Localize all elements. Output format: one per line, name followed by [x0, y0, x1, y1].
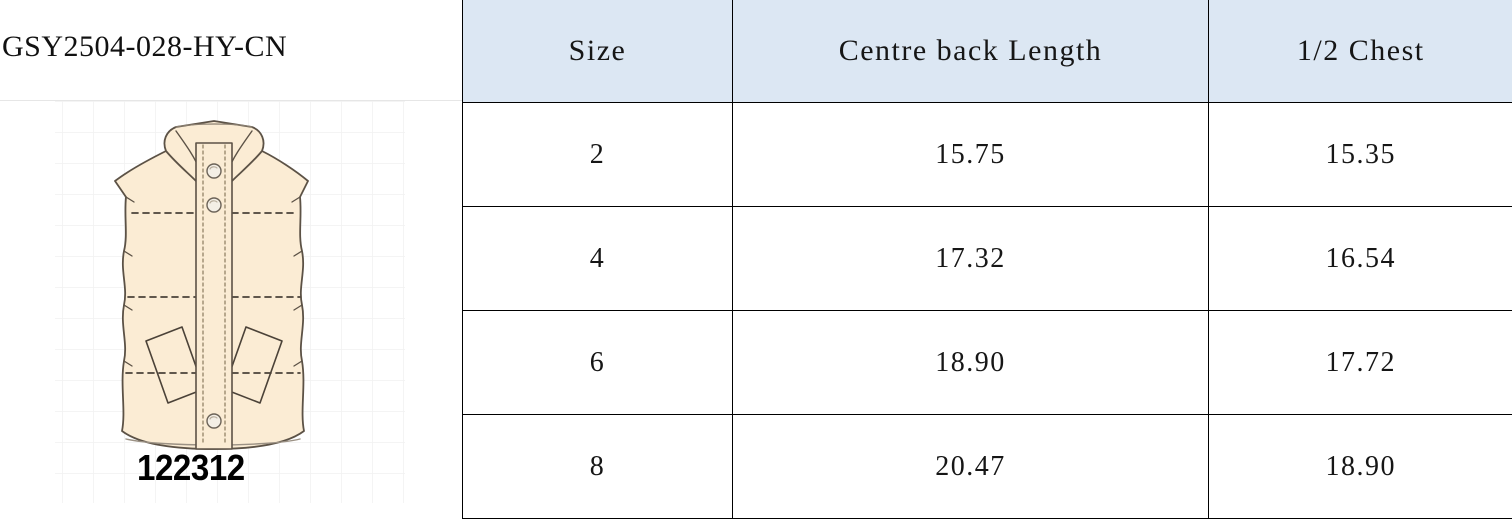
garment-preview-panel: GSY2504-028-HY-CN — [0, 0, 462, 503]
column-header-size: Size — [463, 0, 733, 103]
table-row: 2 15.75 15.35 — [463, 103, 1512, 207]
cell-size: 6 — [463, 311, 733, 415]
snap-button — [207, 414, 221, 428]
snap-button — [207, 198, 221, 212]
garment-sketch-area — [0, 101, 462, 503]
cell-size: 2 — [463, 103, 733, 207]
sku-number-label: 122312 — [137, 447, 245, 489]
spec-sheet-page: GSY2504-028-HY-CN — [0, 0, 1512, 503]
column-header-centre-back-length: Centre back Length — [733, 0, 1209, 103]
table-row: 4 17.32 16.54 — [463, 207, 1512, 311]
cell-half-chest: 15.35 — [1209, 103, 1512, 207]
style-code-label: GSY2504-028-HY-CN — [2, 30, 287, 64]
table-header-row: Size Centre back Length 1/2 Chest — [463, 0, 1512, 103]
table-row: 6 18.90 17.72 — [463, 311, 1512, 415]
snap-button — [207, 164, 221, 178]
cell-size: 4 — [463, 207, 733, 311]
cell-centre-back-length: 18.90 — [733, 311, 1209, 415]
cell-half-chest: 16.54 — [1209, 207, 1512, 311]
cell-centre-back-length: 15.75 — [733, 103, 1209, 207]
cell-centre-back-length: 17.32 — [733, 207, 1209, 311]
cell-half-chest: 17.72 — [1209, 311, 1512, 415]
puffer-vest-illustration — [0, 101, 462, 503]
column-header-half-chest: 1/2 Chest — [1209, 0, 1512, 103]
vest-front-cream — [115, 121, 308, 449]
size-spec-table: Size Centre back Length 1/2 Chest 2 15.7… — [462, 0, 1512, 519]
